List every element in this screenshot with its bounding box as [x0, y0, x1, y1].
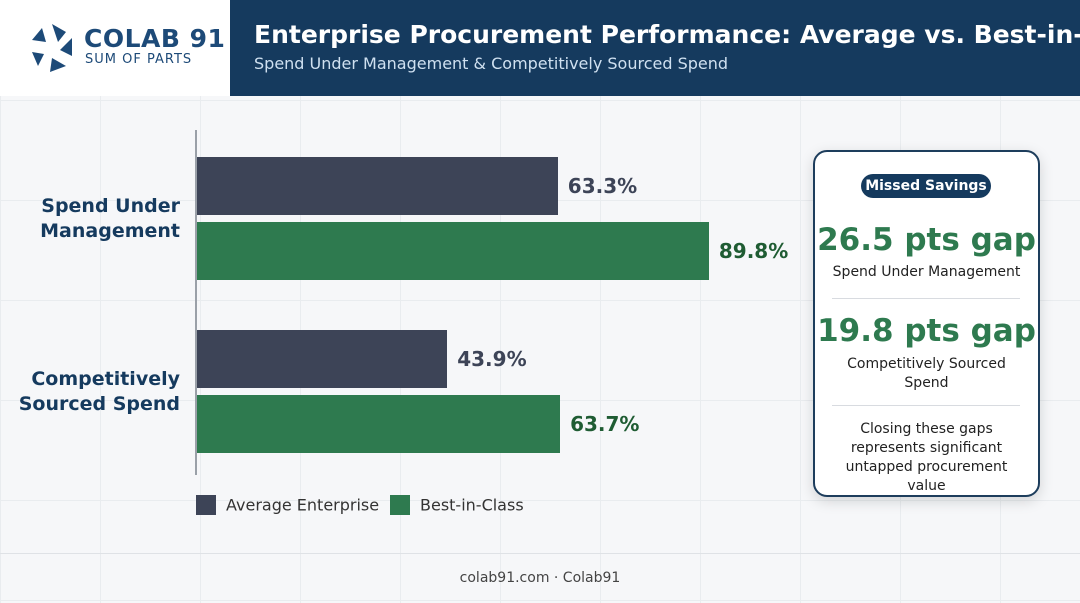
bar — [197, 395, 561, 453]
divider — [832, 405, 1020, 406]
gap-headline: 19.8 pts gap — [817, 313, 1036, 349]
value-label: 89.8% — [718, 239, 789, 263]
legend-swatch — [390, 495, 410, 515]
chart-title: Enterprise Procurement Performance: Aver… — [254, 20, 1080, 49]
bar — [197, 330, 448, 388]
callout-panel — [813, 150, 1040, 497]
bar — [197, 157, 558, 215]
legend-label: Average Enterprise — [226, 495, 380, 515]
bar — [197, 222, 709, 280]
category-label: Competitively Sourced Spend — [18, 367, 180, 415]
footer-rule — [0, 553, 1080, 554]
divider — [832, 298, 1020, 299]
logo-name: COLAB 91 — [84, 24, 226, 53]
footer: colab91.com · Colab91 — [459, 570, 621, 586]
logo-tagline: SUM OF PARTS — [85, 52, 193, 67]
header-band — [230, 0, 1080, 96]
gap-label: Competitively Sourced Spend — [847, 356, 1006, 391]
axis-line — [195, 130, 197, 475]
callout-note: Closing these gaps represents significan… — [845, 421, 1008, 494]
gap-label: Spend Under Management — [832, 264, 1021, 280]
value-label: 43.9% — [457, 347, 527, 371]
chart-subtitle: Spend Under Management & Competitively S… — [254, 54, 729, 73]
value-label: 63.3% — [567, 174, 638, 198]
logo-area: COLAB 91 SUM OF PARTS — [0, 0, 230, 96]
logo-icon — [32, 24, 72, 72]
callout-badge: Missed Savings — [861, 174, 991, 198]
gap-headline: 26.5 pts gap — [817, 222, 1036, 258]
value-label: 63.7% — [570, 412, 640, 436]
legend-swatch — [196, 495, 216, 515]
legend-label: Best-in-Class — [420, 495, 524, 515]
category-label: Spend Under Management — [40, 194, 180, 242]
